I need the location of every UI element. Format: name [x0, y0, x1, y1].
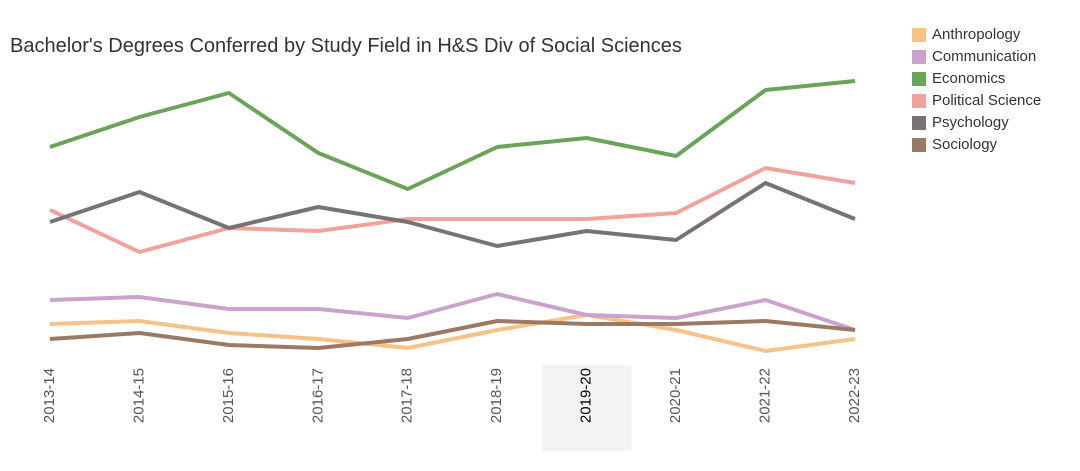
legend-swatch [912, 138, 926, 152]
x-tick-label: 2016-17 [309, 368, 326, 423]
line-series [49, 292, 856, 332]
legend-label: Economics [932, 70, 1005, 87]
x-tick-label: 2015-16 [220, 368, 237, 423]
legend-swatch [912, 116, 926, 130]
x-tick-label: 2022-23 [846, 368, 863, 423]
line-series [49, 166, 856, 254]
x-tick-label: 2020-21 [667, 368, 684, 423]
legend-label: Psychology [932, 114, 1009, 131]
legend-swatch [912, 94, 926, 108]
x-tick-label: 2017-18 [399, 368, 416, 423]
chart-title: Bachelor's Degrees Conferred by Study Fi… [10, 35, 682, 57]
legend-label: Anthropology [932, 26, 1021, 43]
x-tick-label: 2019-20 [578, 368, 595, 423]
legend-label: Communication [932, 48, 1036, 65]
x-tick-label: 2013-14 [41, 368, 58, 423]
line-series [49, 181, 856, 248]
legend-swatch [912, 72, 926, 86]
category-highlight [541, 365, 632, 451]
legend-label: Political Science [932, 92, 1041, 109]
line-series [49, 319, 856, 350]
legend-label: Sociology [932, 136, 998, 153]
line-series [49, 313, 856, 353]
legend-swatch [912, 50, 926, 64]
line-series [49, 79, 856, 191]
legend-swatch [912, 28, 926, 42]
x-tick-label: 2018-19 [488, 368, 505, 423]
x-tick-label: 2021-22 [757, 368, 774, 423]
x-tick-label: 2014-15 [130, 368, 147, 423]
